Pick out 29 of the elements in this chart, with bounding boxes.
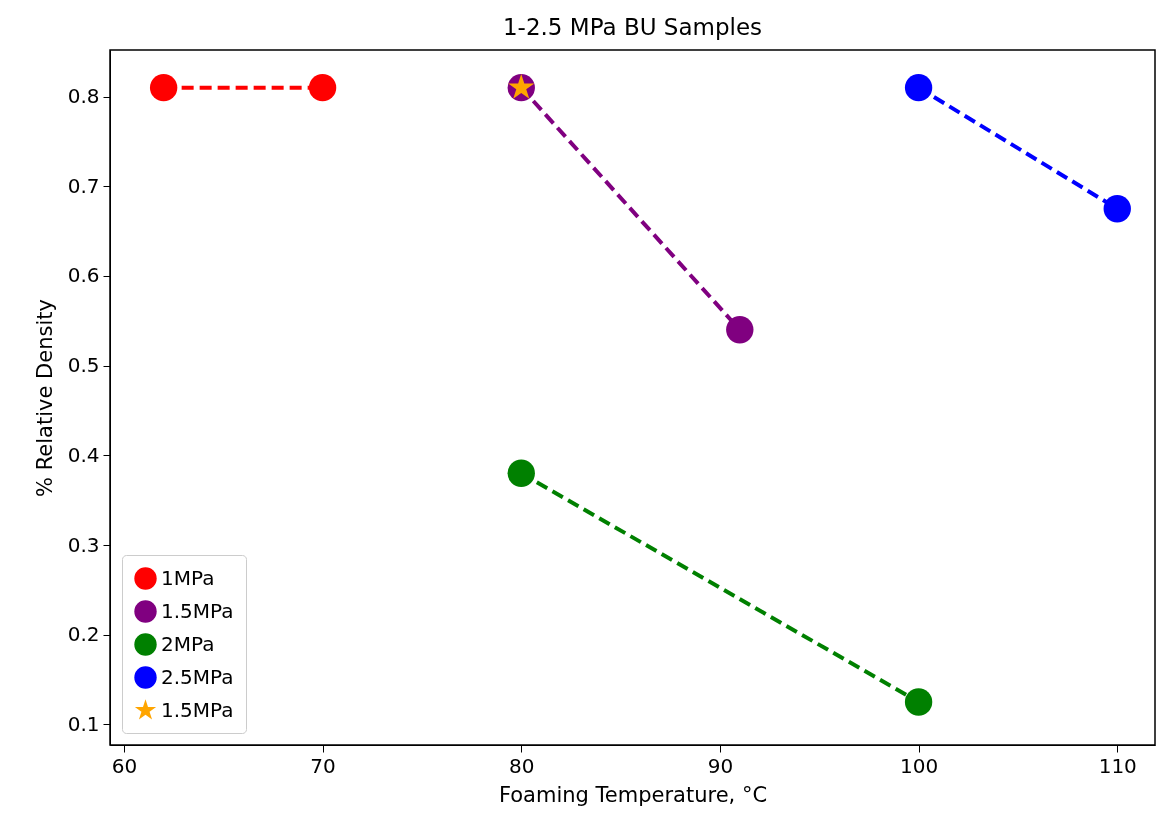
y-axis-title: % Relative Density (32, 299, 57, 497)
y-tick-label: 0.2 (67, 622, 100, 647)
x-tick-label: 110 (1098, 753, 1137, 778)
point (904, 688, 933, 716)
point (1103, 195, 1131, 223)
y-tick-label: 0.6 (67, 263, 100, 288)
y-tick-label: 0.1 (67, 711, 100, 736)
legend-label: 1MPa (161, 565, 215, 590)
y-tick-label: 0.8 (67, 84, 100, 109)
point (149, 74, 178, 102)
x-tick-label: 60 (111, 753, 138, 778)
legend-label: 1.5MPa (161, 598, 234, 623)
y-tick-label: 0.7 (67, 173, 100, 198)
point (904, 74, 933, 102)
legend-label: 1.5MPa (161, 697, 234, 722)
y-tick-label: 0.3 (67, 532, 100, 557)
legend-label: 2MPa (161, 631, 215, 656)
x-axis-title: Foaming Temperature, °C (498, 782, 768, 807)
point (726, 316, 754, 344)
chart-title: 1-2.5 MPa BU Samples (502, 14, 763, 40)
legend-label: 2.5MPa (161, 664, 234, 689)
x-tick-label: 90 (707, 753, 734, 778)
point (308, 74, 337, 102)
y-tick-label: 0.4 (67, 442, 100, 467)
x-tick-label: 80 (509, 753, 535, 778)
point (507, 459, 535, 487)
x-tick-label: 100 (899, 753, 939, 778)
y-tick-label: 0.5 (67, 353, 100, 378)
x-tick-label: 70 (310, 753, 336, 778)
